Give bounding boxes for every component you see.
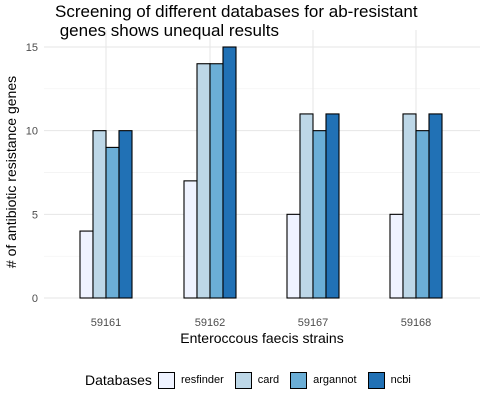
x-tick-label: 59161 [91, 317, 122, 329]
legend-label-card: card [257, 374, 280, 386]
y-tick-label: 15 [26, 42, 38, 54]
legend-key-argannot [290, 371, 308, 389]
bar-card-59168 [402, 113, 417, 299]
legend-key-card [234, 371, 252, 389]
legend-item-resfinder: resfinder [157, 371, 224, 389]
bar-resfinder-59161 [79, 230, 94, 299]
bar-ncbi-59161 [118, 130, 133, 299]
legend-key-resfinder [157, 371, 175, 389]
legend-item-ncbi: ncbi [367, 371, 411, 389]
y-axis-ticks: 0 5 10 15 [26, 42, 38, 305]
bar-argannot-59167 [312, 130, 327, 299]
legend: Databases resfinder card argannot ncbi [85, 368, 422, 392]
legend-title: Databases [85, 372, 152, 388]
x-axis-label: Enteroccous faecis strains [180, 330, 343, 346]
legend-item-card: card [234, 371, 280, 389]
bar-argannot-59168 [415, 130, 430, 299]
bar-ncbi-59162 [222, 46, 237, 299]
bar-resfinder-59167 [286, 213, 301, 299]
bar-card-59162 [196, 63, 211, 299]
bar-resfinder-59168 [389, 213, 404, 299]
y-tick-label: 10 [26, 126, 38, 138]
x-tick-label: 59167 [298, 317, 329, 329]
y-tick-label: 0 [32, 293, 38, 305]
legend-label-resfinder: resfinder [180, 374, 224, 386]
bar-card-59167 [299, 113, 314, 299]
legend-label-ncbi: ncbi [390, 374, 411, 386]
legend-label-argannot: argannot [313, 374, 357, 386]
y-tick-label: 5 [32, 209, 38, 221]
legend-item-argannot: argannot [290, 371, 357, 389]
bars [79, 46, 443, 299]
bar-ncbi-59168 [428, 113, 443, 299]
x-tick-label: 59168 [401, 317, 432, 329]
x-axis-ticks: 59161 59162 59167 59168 [91, 317, 432, 329]
bar-card-59161 [92, 130, 107, 299]
bar-resfinder-59162 [183, 180, 198, 299]
legend-key-ncbi [367, 371, 385, 389]
bar-argannot-59162 [209, 63, 224, 299]
x-tick-label: 59162 [195, 317, 226, 329]
bar-ncbi-59167 [325, 113, 340, 299]
chart-title: Screening of different databases for ab-… [55, 2, 418, 40]
bar-argannot-59161 [105, 146, 120, 299]
y-axis-label: # of antibiotic resistance genes [3, 76, 19, 268]
